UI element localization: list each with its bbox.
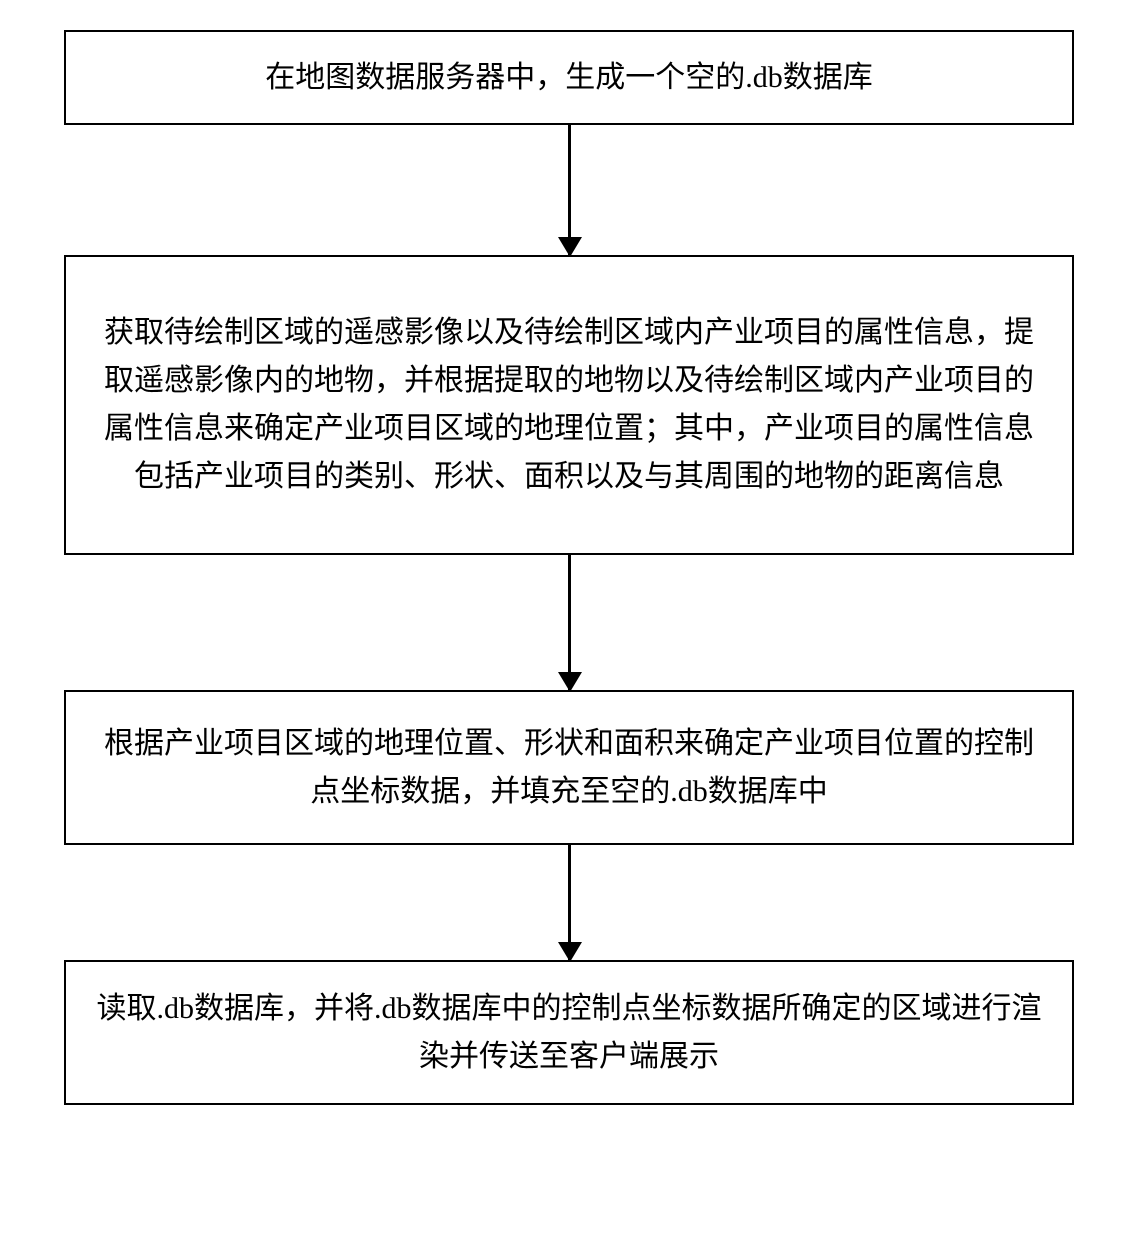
arrow-container-2	[50, 555, 1089, 690]
flowchart-arrow-1	[568, 125, 571, 255]
flowchart-step-1: 在地图数据服务器中，生成一个空的.db数据库	[64, 30, 1074, 125]
flowchart-container: 在地图数据服务器中，生成一个空的.db数据库 获取待绘制区域的遥感影像以及待绘制…	[50, 30, 1089, 1105]
arrow-container-1	[50, 125, 1089, 255]
arrow-container-3	[50, 845, 1089, 960]
flowchart-step-2-text: 获取待绘制区域的遥感影像以及待绘制区域内产业项目的属性信息，提取遥感影像内的地物…	[96, 309, 1042, 501]
flowchart-arrow-3	[568, 845, 571, 960]
flowchart-step-4: 读取.db数据库，并将.db数据库中的控制点坐标数据所确定的区域进行渲染并传送至…	[64, 960, 1074, 1105]
flowchart-step-4-text: 读取.db数据库，并将.db数据库中的控制点坐标数据所确定的区域进行渲染并传送至…	[96, 985, 1042, 1081]
flowchart-step-1-text: 在地图数据服务器中，生成一个空的.db数据库	[265, 54, 873, 102]
flowchart-step-3: 根据产业项目区域的地理位置、形状和面积来确定产业项目位置的控制点坐标数据，并填充…	[64, 690, 1074, 845]
flowchart-arrow-2	[568, 555, 571, 690]
flowchart-step-3-text: 根据产业项目区域的地理位置、形状和面积来确定产业项目位置的控制点坐标数据，并填充…	[96, 720, 1042, 816]
flowchart-step-2: 获取待绘制区域的遥感影像以及待绘制区域内产业项目的属性信息，提取遥感影像内的地物…	[64, 255, 1074, 555]
